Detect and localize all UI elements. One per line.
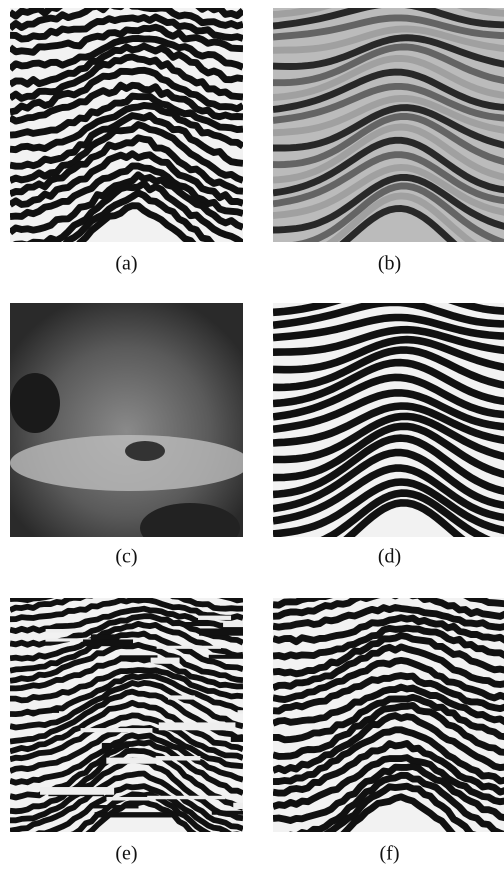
artifact [172,622,214,626]
panel-label: (e) [115,843,137,865]
artifact [159,722,236,730]
panel-image [10,303,250,553]
artifact [147,796,225,799]
panel-label: (a) [115,253,137,275]
figure: (a) (b) (c) (d) (e) (f) [0,0,504,867]
artifact [102,743,129,748]
artifact [151,658,180,664]
dark-spot [10,373,60,433]
panel-label: (f) [380,843,400,865]
panel-image [273,0,504,276]
panel-image [273,557,504,867]
artifact [231,735,254,742]
artifact [40,787,114,795]
dark-spot [125,441,165,461]
artifact [106,758,157,764]
artifact [46,629,84,632]
panel-label: (c) [115,546,137,568]
artifact [30,710,59,713]
page: (a)(b)(c)(d)(e)(f) (() => { const data =… [0,0,504,867]
fringe [273,566,504,592]
artifact [209,655,280,659]
artifact [157,646,221,649]
fringe [273,0,504,1]
fringe [10,575,243,600]
panel-image [10,0,243,276]
artifact [168,695,195,699]
artifact [93,805,139,808]
artifact [199,628,244,635]
dark-spot [140,503,240,553]
panel-image [273,263,504,568]
panel-image [10,557,303,867]
fringe [10,565,243,590]
artifact [81,728,153,732]
artifact [198,616,231,620]
artifact [95,812,173,817]
light-region [10,435,250,491]
fringe [10,0,243,3]
panel-label: (b) [378,253,401,275]
artifact [238,710,271,713]
artifact [83,639,133,646]
artifact [156,756,201,760]
panel-label: (d) [378,546,401,568]
fringe [273,274,504,297]
artifact [212,811,274,815]
